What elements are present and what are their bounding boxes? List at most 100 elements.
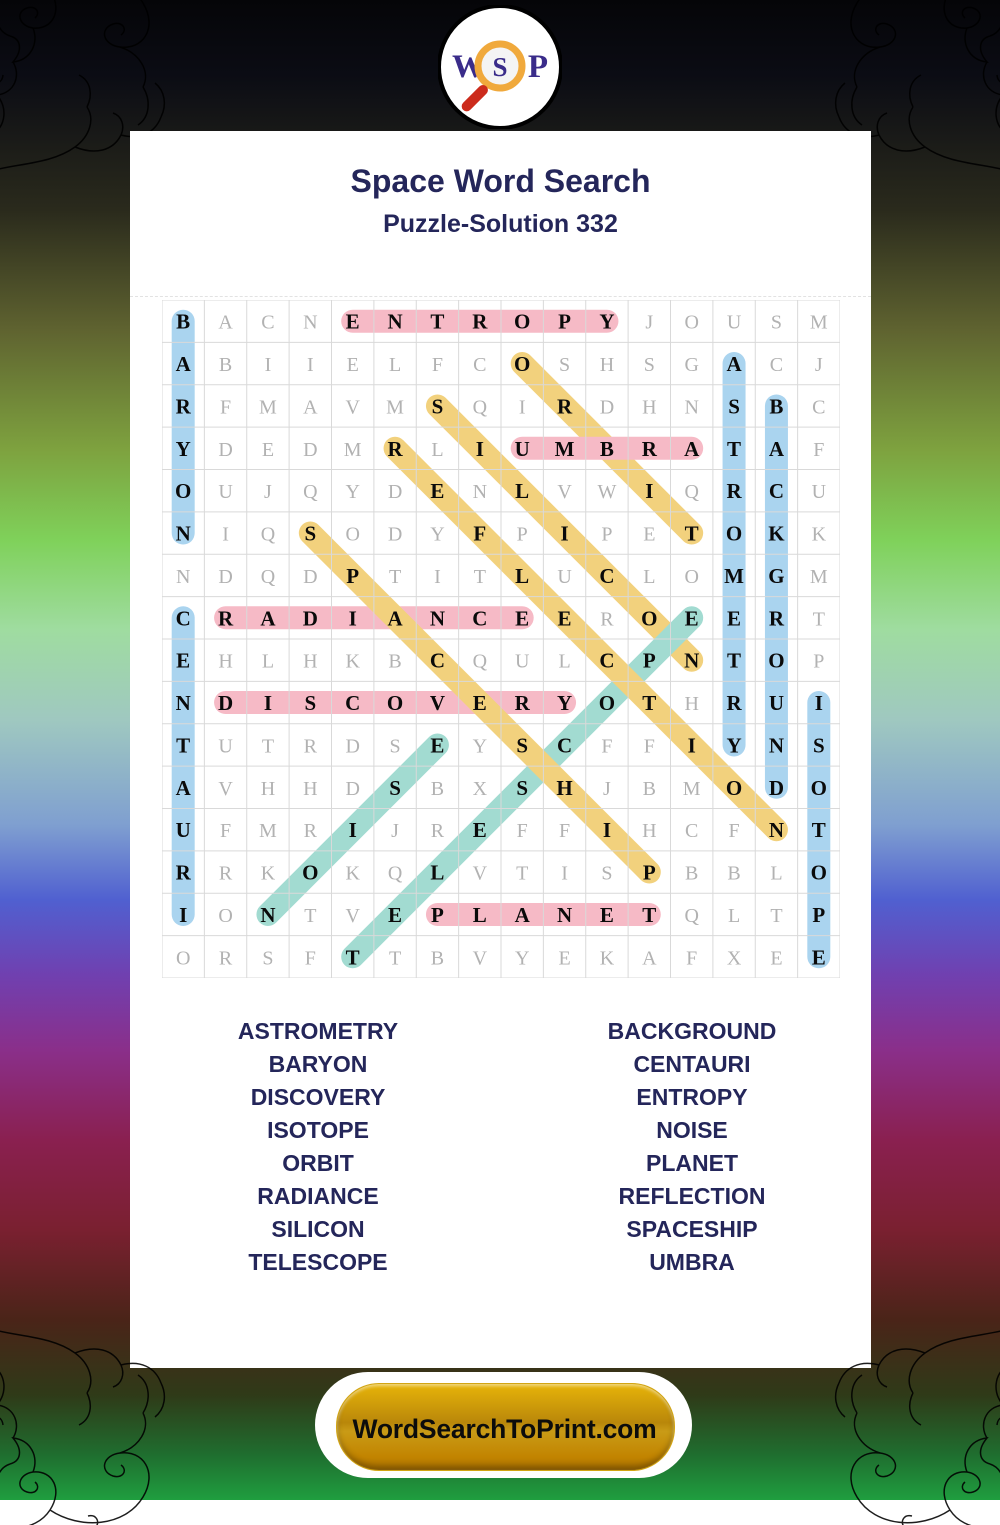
svg-text:S: S <box>728 394 740 418</box>
svg-text:O: O <box>387 691 403 715</box>
svg-text:J: J <box>815 354 823 376</box>
svg-text:N: N <box>303 312 317 334</box>
svg-text:D: D <box>218 439 232 461</box>
svg-text:L: L <box>558 651 570 673</box>
svg-text:S: S <box>771 312 782 334</box>
svg-text:S: S <box>262 947 273 969</box>
svg-text:M: M <box>386 396 404 418</box>
svg-text:S: S <box>432 394 444 418</box>
svg-text:P: P <box>558 310 571 334</box>
svg-text:T: T <box>516 863 528 885</box>
svg-text:Y: Y <box>515 947 529 969</box>
svg-text:L: L <box>389 354 401 376</box>
svg-text:T: T <box>474 566 486 588</box>
svg-text:F: F <box>601 735 612 757</box>
svg-text:R: R <box>218 606 234 630</box>
svg-text:F: F <box>517 820 528 842</box>
svg-text:E: E <box>558 947 570 969</box>
svg-text:B: B <box>431 947 444 969</box>
svg-text:T: T <box>770 905 782 927</box>
svg-text:E: E <box>643 524 655 546</box>
svg-text:A: A <box>387 606 403 630</box>
svg-text:D: D <box>345 778 359 800</box>
svg-text:O: O <box>726 522 742 546</box>
svg-text:T: T <box>389 947 401 969</box>
svg-text:Q: Q <box>303 481 318 503</box>
svg-text:N: N <box>176 691 191 715</box>
svg-text:M: M <box>683 778 701 800</box>
svg-text:I: I <box>561 863 568 885</box>
svg-text:O: O <box>514 310 530 334</box>
svg-text:I: I <box>349 606 357 630</box>
svg-text:P: P <box>643 861 656 885</box>
svg-text:O: O <box>811 776 827 800</box>
svg-text:B: B <box>727 863 740 885</box>
svg-text:K: K <box>768 522 785 546</box>
svg-text:C: C <box>430 649 445 673</box>
svg-text:G: G <box>684 354 698 376</box>
svg-text:E: E <box>176 649 190 673</box>
svg-text:O: O <box>218 905 232 927</box>
svg-text:N: N <box>260 903 275 927</box>
svg-text:S: S <box>601 863 612 885</box>
svg-text:M: M <box>810 312 828 334</box>
svg-text:S: S <box>304 522 316 546</box>
svg-text:U: U <box>515 651 530 673</box>
svg-text:F: F <box>559 820 570 842</box>
svg-text:H: H <box>303 778 317 800</box>
svg-text:F: F <box>220 820 231 842</box>
svg-text:E: E <box>558 606 572 630</box>
svg-text:R: R <box>304 735 318 757</box>
svg-text:N: N <box>769 733 784 757</box>
svg-text:L: L <box>515 479 529 503</box>
svg-text:E: E <box>430 733 444 757</box>
svg-text:U: U <box>515 437 530 461</box>
svg-text:R: R <box>472 310 488 334</box>
svg-text:C: C <box>812 396 825 418</box>
svg-text:Q: Q <box>388 863 403 885</box>
svg-text:R: R <box>304 820 318 842</box>
svg-text:U: U <box>812 481 827 503</box>
svg-text:D: D <box>388 524 402 546</box>
svg-text:I: I <box>560 522 568 546</box>
svg-text:A: A <box>176 352 192 376</box>
svg-text:R: R <box>176 861 192 885</box>
svg-text:B: B <box>176 310 190 334</box>
svg-text:D: D <box>769 776 784 800</box>
svg-text:C: C <box>261 312 274 334</box>
svg-text:H: H <box>303 651 317 673</box>
svg-text:R: R <box>600 608 614 630</box>
svg-text:C: C <box>599 564 614 588</box>
svg-text:E: E <box>346 310 360 334</box>
svg-text:O: O <box>641 606 657 630</box>
svg-text:C: C <box>557 733 572 757</box>
svg-text:B: B <box>600 437 614 461</box>
svg-text:P: P <box>431 903 444 927</box>
svg-text:A: A <box>642 947 657 969</box>
svg-text:K: K <box>345 651 360 673</box>
svg-text:D: D <box>600 396 614 418</box>
svg-text:V: V <box>430 691 445 715</box>
svg-text:V: V <box>218 778 233 800</box>
svg-text:O: O <box>684 566 698 588</box>
svg-text:R: R <box>769 606 785 630</box>
svg-text:F: F <box>432 354 443 376</box>
svg-text:O: O <box>514 352 530 376</box>
svg-text:S: S <box>559 354 570 376</box>
svg-text:T: T <box>346 945 360 969</box>
svg-text:J: J <box>603 778 611 800</box>
svg-text:N: N <box>387 310 402 334</box>
svg-text:R: R <box>726 479 742 503</box>
svg-text:H: H <box>600 354 614 376</box>
svg-text:E: E <box>473 691 487 715</box>
svg-text:I: I <box>222 524 229 546</box>
svg-text:L: L <box>515 564 529 588</box>
svg-text:V: V <box>345 396 360 418</box>
svg-text:L: L <box>262 651 274 673</box>
svg-text:T: T <box>430 310 444 334</box>
svg-text:P: P <box>346 564 359 588</box>
svg-text:C: C <box>770 354 783 376</box>
svg-text:N: N <box>684 396 698 418</box>
svg-text:W: W <box>597 481 616 503</box>
svg-text:F: F <box>728 820 739 842</box>
